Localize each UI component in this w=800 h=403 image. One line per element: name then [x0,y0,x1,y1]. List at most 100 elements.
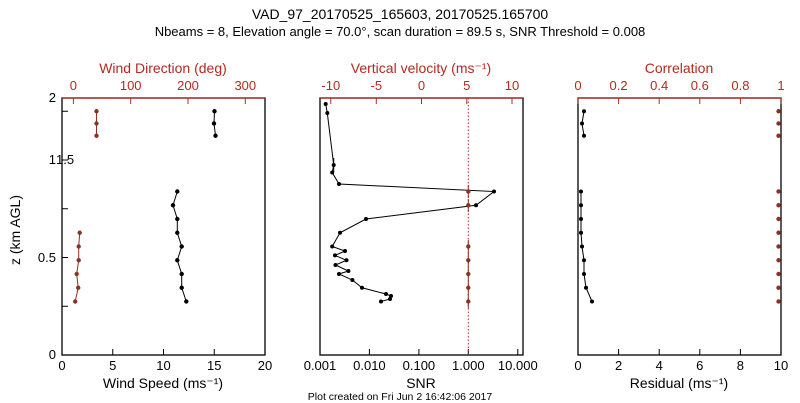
panel3-top-xtick-3[interactable]: 0.6 [691,78,709,93]
panel2-black-dot[interactable] [364,217,368,221]
panel1-black-dot[interactable] [175,217,179,221]
panel1-xtick-0[interactable]: 0 [58,358,65,373]
panel1-ytick-3[interactable]: 1.5 [56,152,74,167]
panel1-top-xtick-0[interactable]: 0 [70,78,77,93]
panel1-xtick-4[interactable]: 20 [258,358,272,373]
panel3-red-dot[interactable] [776,231,780,235]
panel3-top-xtick-4[interactable]: 0.8 [731,78,749,93]
panel2-black-dot[interactable] [338,231,342,235]
panel3-red-dot[interactable] [776,134,780,138]
panel3-black-dot[interactable] [579,203,583,207]
panel2-black-dot[interactable] [334,263,338,267]
panel2-xtick-4[interactable]: 10.000 [498,358,538,373]
panel2-black-dot[interactable] [388,297,392,301]
panel3-black-dot[interactable] [579,217,583,221]
panel2-black-dot[interactable] [492,190,496,194]
panel3-black-dot[interactable] [579,190,583,194]
panel1-black-dot[interactable] [171,203,175,207]
panel1-black-dot[interactable] [180,286,184,290]
panel3-xtick-0[interactable]: 0 [574,358,581,373]
panel2-black-dot[interactable] [337,182,341,186]
panel1-red-dot[interactable] [73,299,77,303]
panel3-black-dot[interactable] [580,122,584,126]
panel1-xtick-1[interactable]: 5 [109,358,116,373]
panel1-black-dot[interactable] [184,299,188,303]
panel2-black-dot[interactable] [324,102,328,106]
panel3-red-dot[interactable] [776,217,780,221]
panel2-black-dot[interactable] [379,300,383,304]
panel3-red-dot[interactable] [776,121,780,125]
panel1-ytick-2[interactable]: 1 [49,152,56,167]
panel3-xtick-2[interactable]: 4 [656,358,663,373]
panel2-red-dot[interactable] [466,189,470,193]
panel1-ytick-0[interactable]: 0 [49,347,56,362]
panel3-black-dot[interactable] [582,134,586,138]
panel2-black-dot[interactable] [345,258,349,262]
panel3-black-dot[interactable] [582,258,586,262]
panel2-top-xtick-4[interactable]: 10 [505,78,519,93]
panel2-black-dot[interactable] [384,292,388,296]
panel1-black-dot[interactable] [212,109,216,113]
panel3-black-dot[interactable] [590,300,594,304]
panel1-red-dot[interactable] [77,244,81,248]
panel2-top-xtick-3[interactable]: 5 [463,78,470,93]
panel3-xtick-4[interactable]: 8 [737,358,744,373]
panel1-top-xtick-3[interactable]: 300 [234,78,256,93]
panel3-black-dot[interactable] [582,272,586,276]
panel1-ytick-1[interactable]: 0.5 [38,250,56,265]
panel3-xtick-5[interactable]: 10 [774,358,788,373]
panel1-ytick-4[interactable]: 2 [49,90,56,105]
panel1-black-dot[interactable] [180,244,184,248]
panel2-black-dot[interactable] [330,245,334,249]
panel3-red-dot[interactable] [776,272,780,276]
panel1-black-dot[interactable] [212,121,216,125]
panel2-xtick-2[interactable]: 0.100 [403,358,436,373]
panel2-black-dot[interactable] [343,249,347,253]
panel2-black-dot[interactable] [333,253,337,257]
panel1-red-dot[interactable] [94,134,98,138]
panel3-top-xtick-1[interactable]: 0.2 [610,78,628,93]
panel1-xtick-2[interactable]: 10 [156,358,170,373]
panel3-xtick-3[interactable]: 6 [696,358,703,373]
panel3-red-dot[interactable] [776,189,780,193]
panel1-black-dot[interactable] [175,258,179,262]
panel2-top-xtick-1[interactable]: -5 [371,78,383,93]
panel3-top-xtick-0[interactable]: 0 [574,78,581,93]
panel1-black-dot[interactable] [175,189,179,193]
panel3-top-xtick-5[interactable]: 1 [777,78,784,93]
panel1-red-dot[interactable] [94,121,98,125]
panel1-xtick-3[interactable]: 15 [207,358,221,373]
panel2-black-dot[interactable] [337,272,341,276]
panel2-xtick-1[interactable]: 0.010 [353,358,386,373]
panel2-top-xtick-2[interactable]: 0 [418,78,425,93]
panel1-black-dot[interactable] [180,272,184,276]
panel1-red-dot[interactable] [78,231,82,235]
panel3-red-dot[interactable] [776,109,780,113]
panel1-red-dot[interactable] [77,258,81,262]
panel3-red-dot[interactable] [776,286,780,290]
panel1-red-dot[interactable] [76,286,80,290]
panel3-xtick-1[interactable]: 2 [615,358,622,373]
panel1-black-dot[interactable] [213,134,217,138]
panel2-top-xtick-0[interactable]: -10 [321,78,340,93]
panel1-red-dot[interactable] [75,272,79,276]
panel1-top-xtick-1[interactable]: 100 [120,78,142,93]
panel2-black-dot[interactable] [350,278,354,282]
panel3-top-xtick-2[interactable]: 0.4 [650,78,668,93]
panel3-red-dot[interactable] [776,299,780,303]
panel3-black-dot[interactable] [580,245,584,249]
panel1-top-xtick-2[interactable]: 200 [177,78,199,93]
panel3-black-dot[interactable] [582,109,586,113]
panel2-xtick-3[interactable]: 1.000 [452,358,485,373]
panel3-black-dot[interactable] [579,231,583,235]
panel2-black-dot[interactable] [346,269,350,273]
panel3-red-dot[interactable] [776,258,780,262]
panel2-black-dot[interactable] [474,203,478,207]
panel1-red-dot[interactable] [94,109,98,113]
panel1-black-dot[interactable] [175,231,179,235]
panel2-black-dot[interactable] [360,286,364,290]
panel2-xtick-0[interactable]: 0.001 [304,358,337,373]
panel3-red-dot[interactable] [776,203,780,207]
panel2-black-dot[interactable] [325,111,329,115]
panel3-black-dot[interactable] [584,286,588,290]
